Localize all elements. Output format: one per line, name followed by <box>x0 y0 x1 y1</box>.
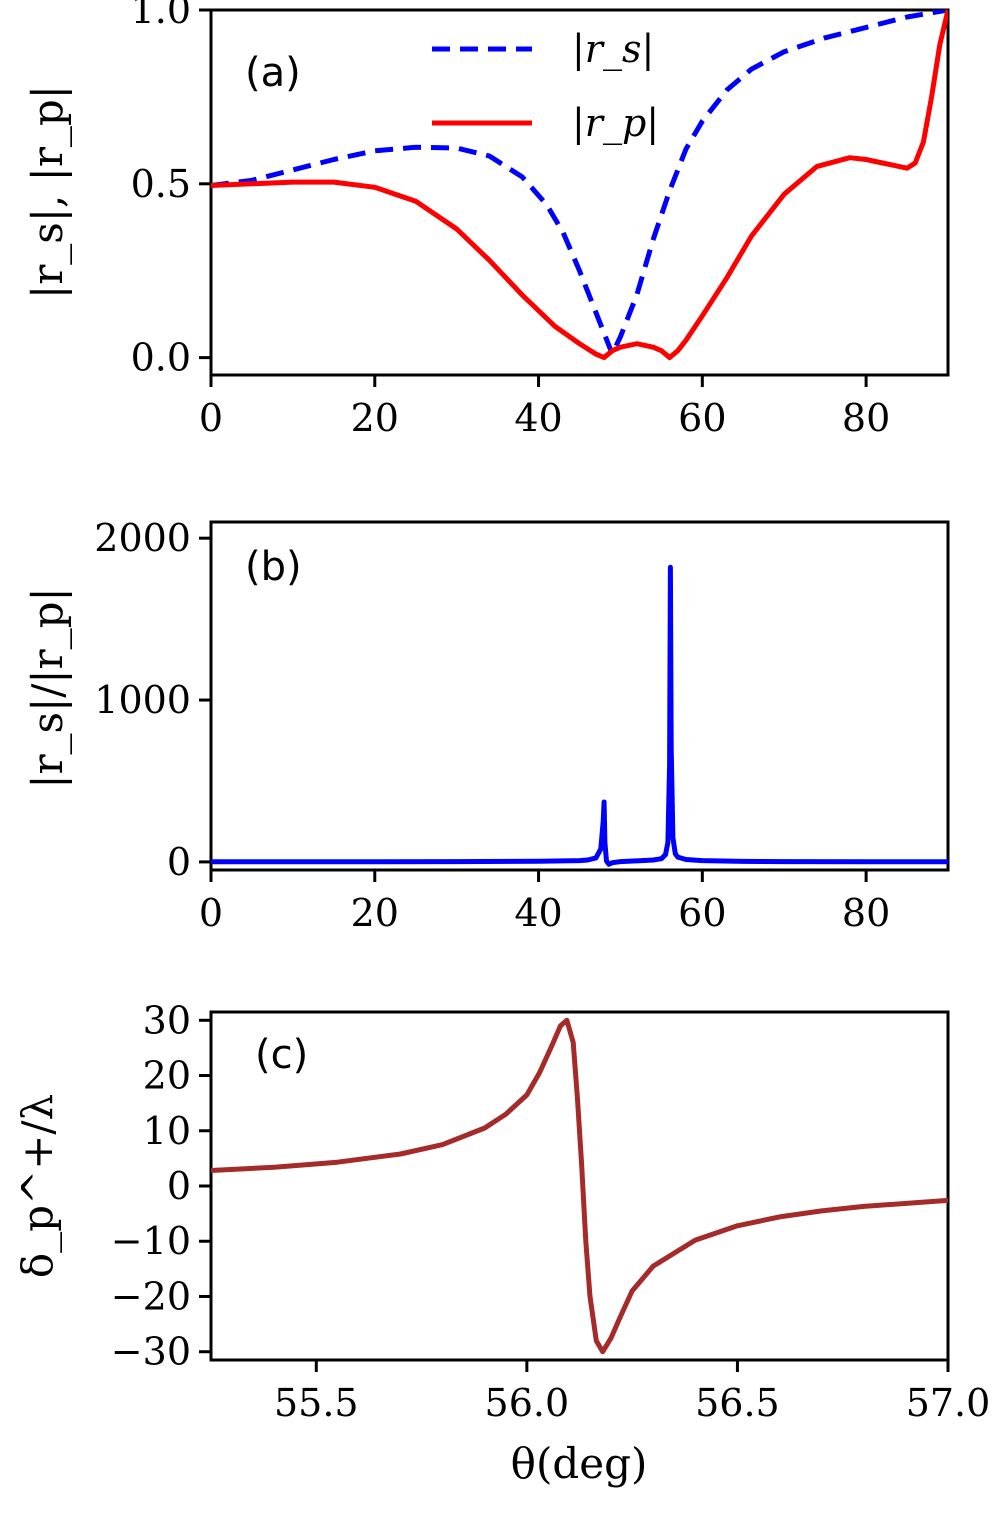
panel-c-series <box>211 1017 948 1355</box>
panel-b-label: (b) <box>245 544 302 590</box>
x-tick-label: 40 <box>514 891 562 935</box>
panel-a-series <box>211 10 948 361</box>
panel-a-ticks: 0 20 40 60 80 0.0 0.5 1.0 <box>131 0 891 440</box>
y-tick-label: −30 <box>111 1330 191 1374</box>
panel-b-y-axis-label: |r_s|/|r_p| <box>23 587 72 788</box>
x-tick-label: 80 <box>842 396 890 440</box>
panel-c: 55.5 56.0 56.5 57.0 −30 −20 −10 0 10 20 30 (c) δ_p… <box>13 998 990 1488</box>
x-tick-label: 56.5 <box>695 1381 780 1425</box>
y-tick-label: 0 <box>167 840 191 884</box>
y-tick-label: −20 <box>111 1274 191 1318</box>
x-tick-label: 20 <box>351 891 399 935</box>
panel-b-frame <box>209 520 950 872</box>
y-tick-label: 20 <box>143 1054 191 1098</box>
panel-a-frame <box>209 8 950 377</box>
panel-c-frame <box>209 1010 950 1362</box>
y-tick-label: 1.0 <box>131 0 191 32</box>
y-tick-label: 0 <box>167 1164 191 1208</box>
panel-c-y-axis-label: δ_p^+/λ <box>13 1094 62 1278</box>
panel-a-y-axis-label: |r_s|, |r_p| <box>23 85 72 299</box>
x-tick-label: 57.0 <box>906 1381 991 1425</box>
x-tick-label: 56.0 <box>485 1381 570 1425</box>
x-tick-label: 60 <box>678 891 726 935</box>
panel-b-series <box>211 564 948 867</box>
panel-b: 0 20 40 60 80 0 1000 2000 (b) |r_s|/|r_p| <box>23 516 950 935</box>
x-tick-label: 40 <box>514 396 562 440</box>
panel-a: 0 20 40 60 80 0.0 0.5 1.0 (a) |r_s|, |r_p| |r_s… <box>23 0 950 440</box>
panel-c-x-axis-label: θ(deg) <box>511 1439 648 1488</box>
y-tick-label: 30 <box>143 998 191 1042</box>
x-tick-label: 0 <box>199 891 223 935</box>
y-tick-label: −10 <box>111 1219 191 1263</box>
panel-a-label: (a) <box>245 50 301 96</box>
y-tick-label: 10 <box>143 1109 191 1153</box>
x-tick-label: 0 <box>199 396 223 440</box>
y-tick-label: 2000 <box>94 516 191 560</box>
x-tick-label: 60 <box>678 396 726 440</box>
series-line-2 <box>211 10 948 361</box>
x-tick-label: 55.5 <box>274 1381 359 1425</box>
x-tick-label: 20 <box>351 396 399 440</box>
series-line-1 <box>211 10 948 357</box>
y-tick-label: 1000 <box>94 678 191 722</box>
x-tick-label: 80 <box>842 891 890 935</box>
panel-c-label: (c) <box>255 1032 308 1078</box>
y-tick-label: 0.5 <box>131 162 191 206</box>
panel-c-ticks: 55.5 56.0 56.5 57.0 −30 −20 −10 0 10 20 30 <box>111 998 991 1425</box>
y-tick-label: 0.0 <box>131 336 191 380</box>
panel-a-legend: |r_s| |r_p| <box>432 27 659 146</box>
series-line-1 <box>211 564 948 867</box>
legend-rs-label: |r_s| <box>572 27 654 72</box>
series-line-1 <box>211 1017 948 1355</box>
panel-b-ticks: 0 20 40 60 80 0 1000 2000 <box>94 516 890 935</box>
legend-rp-label: |r_p| <box>572 101 659 146</box>
